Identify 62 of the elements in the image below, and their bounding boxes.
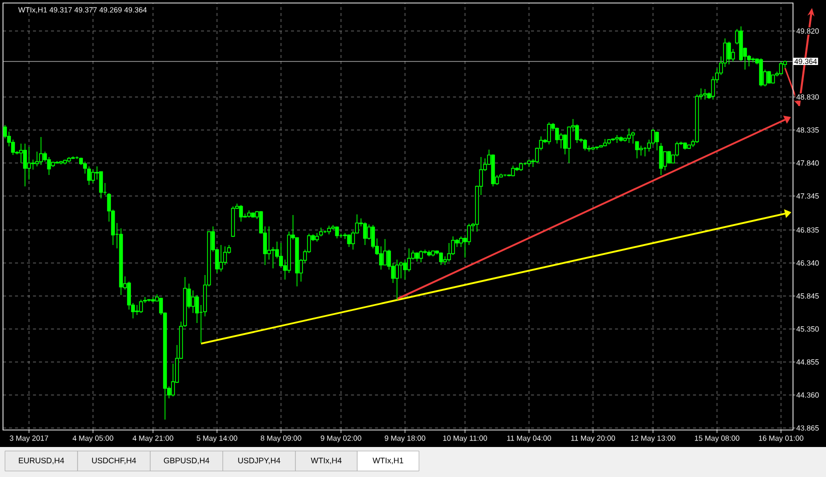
candlestick	[119, 228, 123, 296]
candlestick	[47, 156, 51, 176]
candlestick	[39, 136, 43, 166]
candlestick	[67, 156, 71, 163]
candlestick	[399, 261, 403, 279]
candlestick	[319, 227, 323, 237]
candlestick	[59, 161, 63, 165]
candlestick	[419, 250, 423, 263]
candlestick	[151, 296, 155, 303]
candlestick	[11, 139, 15, 156]
candlestick	[751, 57, 755, 63]
candlestick	[287, 231, 291, 274]
candlestick	[395, 259, 399, 300]
candlestick	[759, 58, 763, 87]
candlestick	[315, 232, 319, 242]
candlestick	[659, 142, 663, 176]
candlestick	[667, 151, 671, 164]
candlestick	[135, 304, 139, 316]
candlestick	[191, 290, 195, 314]
candlestick	[779, 61, 783, 74]
candlestick	[623, 138, 627, 142]
candlestick	[23, 143, 27, 187]
candlestick	[555, 128, 559, 144]
candlestick	[547, 122, 551, 145]
candlestick	[35, 151, 39, 167]
candlestick	[51, 162, 55, 168]
candlestick	[31, 159, 35, 170]
candlestick	[519, 163, 523, 172]
candlestick	[615, 134, 619, 144]
candlestick	[443, 256, 447, 266]
candlestick	[223, 246, 227, 266]
candlestick	[591, 147, 595, 151]
candlestick	[695, 94, 699, 144]
candlestick	[603, 138, 607, 146]
candlestick	[627, 128, 631, 144]
candlestick	[239, 204, 243, 222]
candlestick	[139, 299, 143, 314]
candlestick	[711, 76, 715, 100]
candlestick	[583, 138, 587, 151]
candlestick	[79, 158, 83, 166]
candlestick	[607, 139, 611, 145]
candlestick	[767, 71, 771, 84]
candlestick	[3, 124, 7, 139]
candlestick	[727, 41, 731, 65]
candlestick	[527, 159, 531, 168]
candlestick	[619, 136, 623, 142]
candlestick	[63, 160, 67, 165]
candlestick	[703, 88, 707, 100]
candlestick	[279, 242, 283, 268]
candlestick	[55, 160, 59, 164]
candlestick	[427, 250, 431, 257]
candlestick	[27, 146, 31, 180]
candlestick	[231, 206, 235, 237]
candlestick	[327, 225, 331, 235]
candlestick	[91, 169, 95, 184]
candlestick	[575, 124, 579, 144]
candlestick	[379, 246, 383, 270]
candlestick	[219, 244, 223, 272]
candlestick	[511, 165, 515, 176]
candlestick	[639, 145, 643, 156]
candlestick	[363, 222, 367, 246]
candlestick	[447, 242, 451, 262]
